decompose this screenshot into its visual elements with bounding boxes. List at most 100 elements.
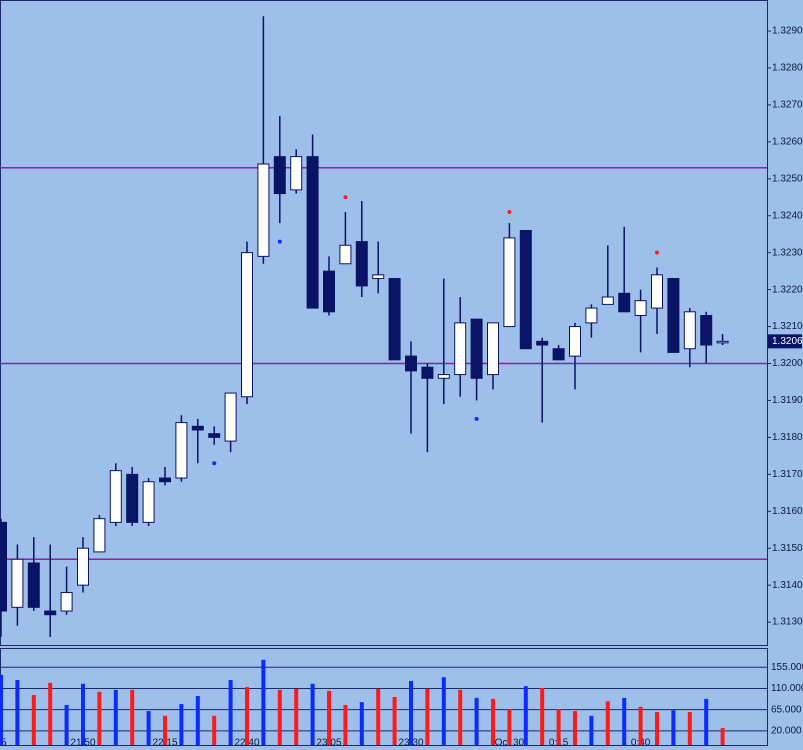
volume-bar bbox=[113, 689, 118, 745]
down-marker bbox=[212, 461, 217, 466]
volume-bar bbox=[146, 711, 151, 745]
candle-body bbox=[142, 481, 155, 523]
y-tick-label: 1.3200 bbox=[772, 358, 803, 369]
volume-bar bbox=[491, 698, 495, 745]
candle-body bbox=[601, 296, 614, 305]
y-tick-label: 1.3290 bbox=[772, 26, 803, 37]
candle-body bbox=[569, 326, 581, 357]
up-marker bbox=[507, 210, 512, 215]
candle-body bbox=[77, 547, 89, 586]
volume-bar bbox=[474, 697, 479, 745]
volume-bar bbox=[573, 711, 577, 745]
volume-bar bbox=[638, 706, 643, 745]
candle-body bbox=[634, 300, 647, 316]
candle-body bbox=[487, 322, 499, 376]
volume-bar bbox=[97, 691, 102, 745]
candle-body bbox=[11, 558, 24, 608]
candle-body bbox=[44, 610, 57, 616]
candle-body bbox=[208, 433, 221, 438]
volume-bar bbox=[212, 715, 217, 745]
volume-bar bbox=[687, 712, 692, 745]
candle-body bbox=[306, 156, 319, 309]
candle-body bbox=[503, 237, 516, 328]
y-tick-label: 1.3230 bbox=[772, 247, 803, 258]
volume-bar bbox=[130, 689, 135, 745]
candle-body bbox=[470, 318, 483, 379]
candle-body bbox=[323, 270, 335, 313]
down-marker bbox=[277, 239, 282, 244]
volume-bar bbox=[81, 683, 85, 745]
volume-bar bbox=[655, 712, 659, 745]
candle-body bbox=[339, 244, 352, 265]
candle-body bbox=[273, 156, 286, 195]
candle-body bbox=[716, 340, 729, 344]
volume-bar bbox=[605, 701, 610, 745]
candle-body bbox=[454, 322, 467, 376]
y-tick-label: 1.3240 bbox=[772, 210, 803, 221]
y-tick-label: 1.3130 bbox=[772, 617, 803, 628]
y-tick-label: 155.000 bbox=[771, 662, 803, 673]
candle-body bbox=[700, 314, 713, 346]
candle-body bbox=[667, 278, 680, 353]
price-panel bbox=[0, 0, 768, 646]
volume-bar bbox=[720, 728, 725, 745]
volume-bar bbox=[704, 698, 709, 745]
up-marker bbox=[655, 250, 659, 255]
candle-body bbox=[257, 163, 270, 257]
volume-bar bbox=[507, 709, 512, 745]
y-tick-label: 65.000 bbox=[771, 704, 802, 715]
last-price-box bbox=[768, 334, 802, 349]
volume-bar bbox=[523, 686, 528, 745]
candle-body bbox=[355, 241, 368, 287]
volume-bar bbox=[31, 695, 36, 745]
y-tick-label: 1.3190 bbox=[772, 395, 803, 406]
candle-body bbox=[536, 340, 549, 346]
volume-bar bbox=[245, 687, 249, 745]
volume-bar bbox=[589, 715, 594, 745]
candle-body bbox=[27, 562, 40, 608]
volume-bar bbox=[64, 704, 69, 745]
volume-bar bbox=[277, 689, 282, 745]
volume-bar bbox=[48, 682, 53, 745]
volume-bar bbox=[15, 680, 20, 745]
candle-body bbox=[109, 470, 122, 523]
volume-bar bbox=[179, 704, 184, 745]
volume-bar bbox=[441, 677, 446, 745]
y-tick-label: 110.000 bbox=[771, 683, 803, 694]
volume-bar bbox=[425, 688, 430, 745]
candle-body bbox=[519, 230, 532, 350]
candle-body bbox=[159, 477, 171, 483]
volume-bar bbox=[556, 709, 561, 745]
volume-bar bbox=[261, 659, 266, 745]
candle-body bbox=[585, 307, 598, 324]
candle-body bbox=[388, 278, 401, 361]
y-tick-label: 1.3220 bbox=[772, 284, 803, 295]
y-tick-label: 1.3280 bbox=[772, 63, 803, 74]
candle-body bbox=[224, 392, 237, 442]
candle-body bbox=[683, 311, 696, 350]
candle-body bbox=[405, 355, 417, 372]
volume-bar bbox=[540, 688, 545, 745]
volume-bar bbox=[294, 688, 299, 745]
y-tick-label: 1.3170 bbox=[772, 469, 803, 480]
volume-bar bbox=[392, 696, 397, 745]
candle-body bbox=[191, 425, 204, 431]
y-tick-label: 1.3140 bbox=[772, 580, 803, 591]
candle-body bbox=[372, 274, 385, 280]
y-tick-label: 1.3210 bbox=[772, 321, 803, 332]
candle-body bbox=[126, 473, 139, 523]
volume-bar bbox=[327, 690, 331, 745]
candle-body bbox=[290, 156, 303, 191]
last-price-label: 1.3206 bbox=[772, 336, 803, 347]
candle-body bbox=[618, 292, 631, 313]
candle-body bbox=[0, 521, 7, 612]
up-marker bbox=[343, 195, 348, 200]
candle-body bbox=[60, 592, 73, 612]
candle-body bbox=[651, 274, 663, 309]
volume-bar bbox=[163, 715, 167, 745]
y-tick-label: 1.3250 bbox=[772, 173, 803, 184]
volume-bar bbox=[0, 674, 3, 745]
candle-body bbox=[552, 348, 565, 361]
x-tick-label: 25 bbox=[0, 738, 7, 749]
